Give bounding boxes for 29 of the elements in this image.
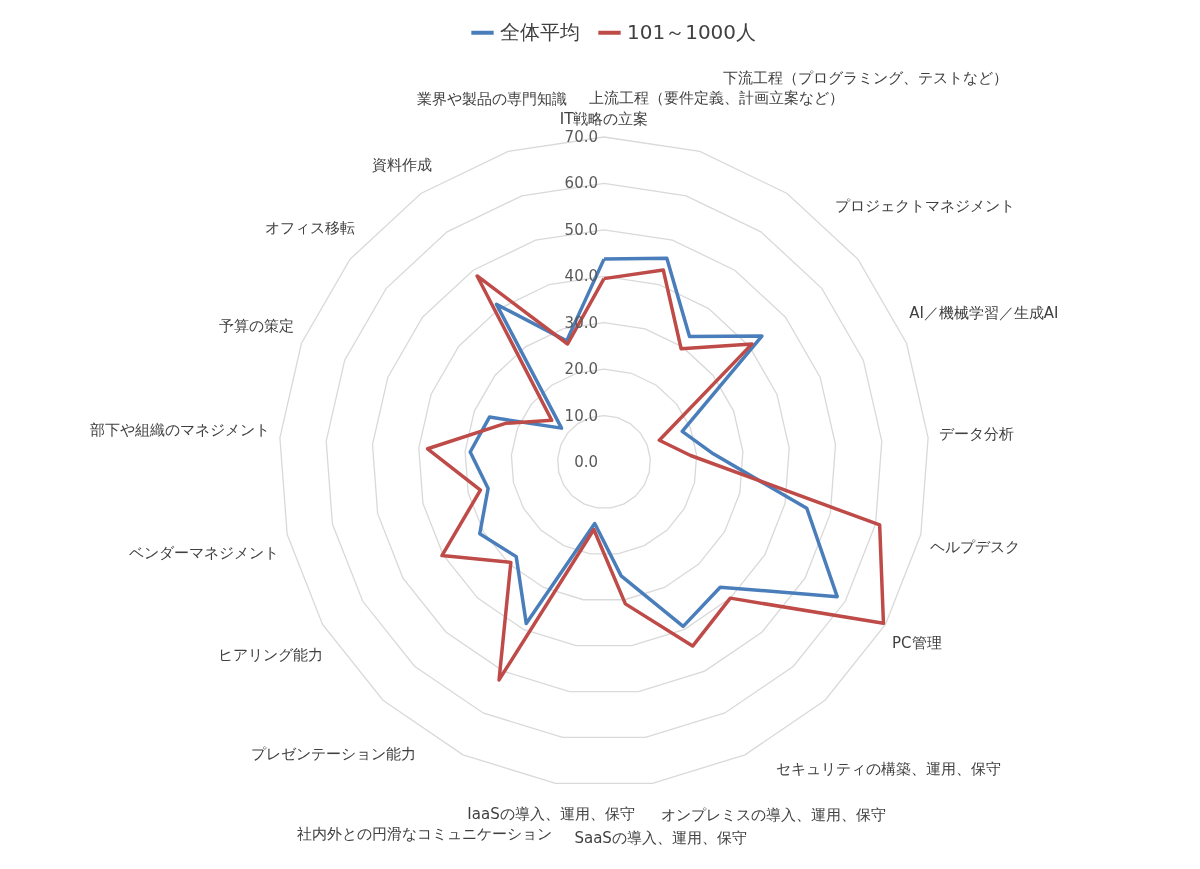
y-tick-label: 50.0 (564, 220, 598, 239)
spoke-label: IaaSの導入、運用、保守 (467, 804, 635, 823)
spoke-label: 資料作成 (371, 156, 432, 175)
y-tick-label: 20.0 (564, 360, 598, 379)
spoke-label: ヒアリング能力 (217, 645, 323, 664)
spoke-label: オフィス移転 (265, 218, 356, 237)
spoke-label: ベンダーマネジメント (128, 544, 279, 563)
spoke-label: 社内外との円滑なコミュニケーション (297, 825, 553, 844)
spoke-label: SaaSの導入、運用、保守 (574, 828, 747, 847)
spoke-label: プロジェクトマネジメント (835, 196, 1016, 215)
spoke-label: ヘルプデスク (930, 537, 1021, 556)
legend-label: 全体平均 (500, 19, 580, 44)
spoke-label: AI／機械学習／生成AI (909, 303, 1059, 322)
spoke-label: オンプレミスの導入、運用、保守 (661, 805, 887, 824)
spoke-label: プレゼンテーション能力 (250, 744, 416, 763)
spoke-label: 予算の策定 (218, 316, 294, 335)
spoke-label: データ分析 (938, 425, 1014, 444)
y-tick-label: 10.0 (564, 406, 598, 425)
y-tick-label: 60.0 (564, 174, 598, 193)
spoke-label: PC管理 (892, 633, 942, 652)
spoke-label: 上流工程（要件定義、計画立案など） (588, 89, 844, 108)
y-tick-label: 70.0 (564, 128, 598, 146)
y-tick-label: 0.0 (574, 453, 598, 471)
spoke-label: 業界や製品の専門知識 (416, 89, 567, 108)
spoke-label: 下流工程（プログラミング、テストなど） (723, 69, 1009, 88)
legend-label: 101～1000人 (627, 19, 757, 44)
spoke-label: 部下や組織のマネジメント (89, 421, 270, 440)
spoke-label: IT戦略の立案 (559, 110, 649, 128)
spoke-label: セキュリティの構築、運用、保守 (775, 759, 1001, 778)
